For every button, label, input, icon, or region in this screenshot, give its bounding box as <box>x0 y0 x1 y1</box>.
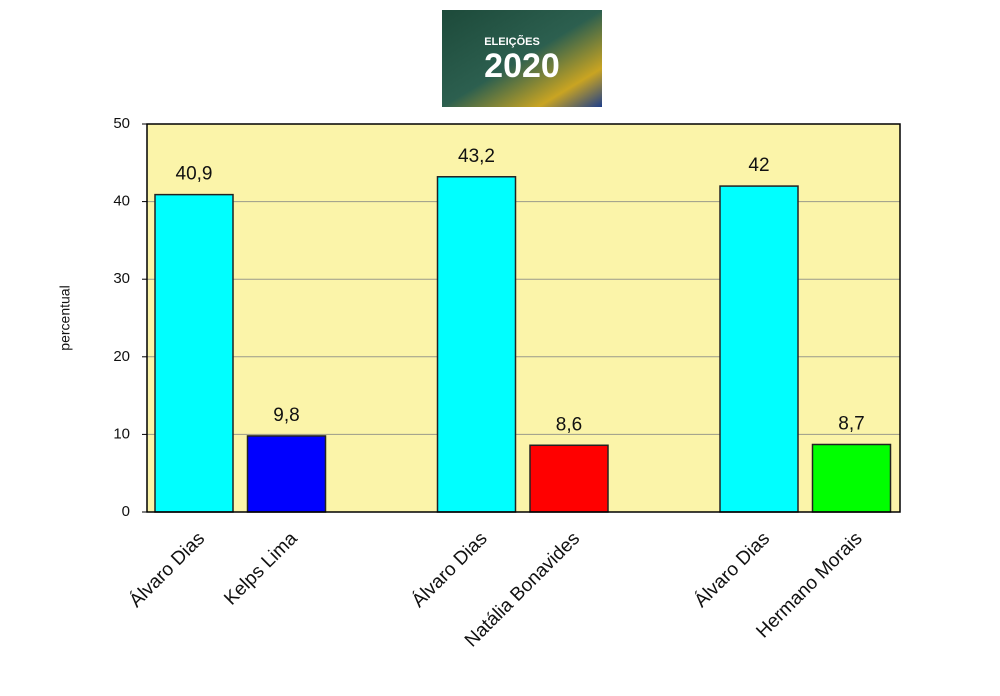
bar <box>811 443 892 513</box>
x-tick-label: Álvaro Dias <box>408 528 492 612</box>
x-tick-label: Álvaro Dias <box>126 528 210 612</box>
logo-background <box>442 10 602 107</box>
y-tick-label: 30 <box>113 270 130 287</box>
value-label: 43,2 <box>458 146 495 167</box>
x-tick-label: Álvaro Dias <box>691 528 775 612</box>
y-tick-label: 0 <box>122 503 130 520</box>
logo: ELEIÇÕES 2020 <box>442 10 602 107</box>
bar <box>246 435 327 513</box>
value-label: 42 <box>748 155 769 176</box>
y-tick-label: 50 <box>113 115 130 132</box>
y-tick-label: 20 <box>113 348 130 365</box>
logo-year: 2020 <box>484 47 560 85</box>
bar <box>529 444 609 513</box>
bar <box>436 176 517 513</box>
value-label: 40,9 <box>176 164 213 185</box>
logo-caption: ELEIÇÕES <box>484 35 540 48</box>
bar <box>154 193 234 513</box>
value-label: 9,8 <box>273 405 299 426</box>
y-tick-label: 10 <box>113 425 130 442</box>
plot-border <box>146 123 901 513</box>
y-axis-label: percentual <box>57 285 73 350</box>
y-tick-label: 40 <box>113 193 130 210</box>
bar <box>719 185 799 513</box>
x-tick-label: Kelps Lima <box>220 528 302 610</box>
value-label: 8,7 <box>838 414 864 435</box>
value-label: 8,6 <box>556 414 582 435</box>
